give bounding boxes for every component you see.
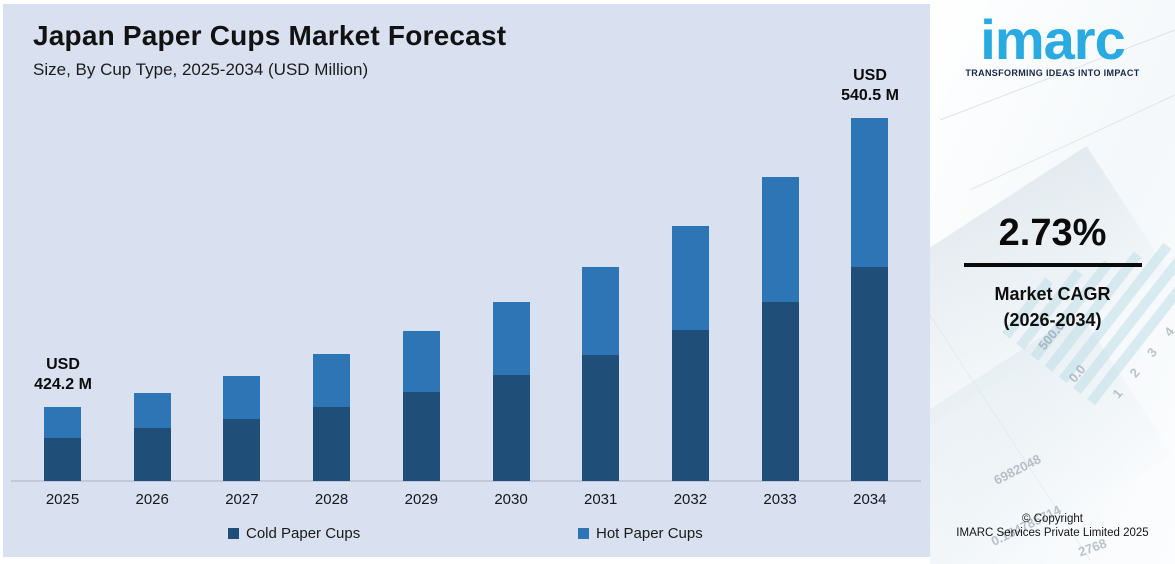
legend: Cold Paper Cups Hot Paper Cups	[3, 525, 930, 547]
bar-2028	[313, 354, 351, 481]
bar-2025	[44, 407, 81, 481]
cagr-label-line1: Market CAGR	[994, 284, 1111, 304]
bar-2025-hot-segment	[44, 407, 81, 438]
x-axis-line	[11, 480, 921, 482]
chart-subtitle: Size, By Cup Type, 2025-2034 (USD Millio…	[33, 60, 369, 79]
bar-2030-cold-segment	[492, 375, 530, 481]
x-tick-2029: 2029	[404, 491, 438, 508]
x-tick-2030: 2030	[494, 491, 528, 508]
x-tick-2027: 2027	[225, 491, 259, 508]
bar-2027-cold-segment	[223, 419, 261, 481]
bar-2025-cold-segment	[44, 438, 81, 481]
bar-plot: 2025 2026 2027 2028 2029 2030 2031 2032 2033 2034	[3, 4, 930, 557]
copyright-line2: IMARC Services Private Limited 2025	[956, 527, 1149, 539]
bar-2033-hot-segment	[761, 177, 799, 302]
brand-panel: 500.0 0.0 1 2 3 4 6982048 0.154785714 27…	[930, 0, 1175, 564]
legend-item-hot-paper-cups: Hot Paper Cups	[578, 525, 703, 542]
data-label-2034: USD 540.5 M	[815, 66, 925, 106]
bar-2027	[223, 376, 261, 481]
copyright-line1: © Copyright	[1022, 513, 1083, 525]
data-label-2025-line2: 424.2 M	[34, 376, 92, 393]
bar-2030-hot-segment	[492, 302, 530, 375]
cagr-block: 2.73% Market CAGR (2026-2034)	[930, 212, 1175, 333]
cagr-divider	[963, 263, 1142, 267]
bar-2033	[761, 177, 799, 481]
bar-2033-cold-segment	[761, 302, 799, 481]
bar-2029	[402, 331, 440, 481]
bar-2031	[582, 267, 620, 481]
bar-2028-cold-segment	[313, 407, 351, 481]
bar-2032-hot-segment	[671, 226, 709, 330]
data-label-2034-line2: 540.5 M	[841, 87, 899, 104]
cagr-value: 2.73%	[998, 212, 1107, 254]
x-tick-2031: 2031	[584, 491, 618, 508]
data-label-2025-line1: USD	[46, 356, 80, 373]
data-label-2034-line1: USD	[853, 67, 887, 84]
bar-2034-hot-segment	[851, 118, 889, 267]
legend-label-cold: Cold Paper Cups	[246, 525, 361, 542]
bar-2028-hot-segment	[313, 354, 351, 407]
legend-item-cold-paper-cups: Cold Paper Cups	[228, 525, 360, 542]
brand-block: imarc TRANSFORMING IDEAS INTO IMPACT	[930, 0, 1175, 78]
x-tick-2034: 2034	[853, 491, 887, 508]
bar-2026-cold-segment	[133, 428, 171, 481]
cagr-label-line2: (2026-2034)	[1003, 310, 1102, 330]
legend-label-hot: Hot Paper Cups	[596, 525, 703, 542]
imarc-logo: imarc	[980, 8, 1125, 71]
legend-swatch-hot-icon	[578, 528, 589, 539]
page-title: Japan Paper Cups Market Forecast	[33, 20, 507, 51]
bar-2029-hot-segment	[402, 331, 440, 392]
data-label-2025: USD 424.2 M	[8, 355, 118, 395]
chart-panel: Japan Paper Cups Market Forecast Size, B…	[3, 4, 930, 557]
watermark-text: 0.0	[1065, 361, 1089, 386]
x-tick-2032: 2032	[673, 491, 708, 508]
bar-2034	[851, 118, 889, 481]
bar-2031-hot-segment	[582, 267, 620, 355]
bar-2031-cold-segment	[582, 355, 620, 481]
x-tick-2033: 2033	[763, 491, 797, 508]
bar-2026-hot-segment	[133, 393, 171, 428]
watermark-text: 6982048	[991, 451, 1044, 488]
bar-2027-hot-segment	[223, 376, 261, 419]
x-tick-2025: 2025	[45, 491, 80, 508]
bar-2030	[492, 302, 530, 481]
x-tick-2026: 2026	[135, 491, 169, 508]
bar-2032	[671, 226, 709, 481]
brand-tagline: TRANSFORMING IDEAS INTO IMPACT	[965, 68, 1140, 79]
bar-2034-cold-segment	[851, 267, 889, 481]
legend-swatch-cold-icon	[228, 528, 239, 539]
bar-2026	[133, 393, 171, 481]
x-tick-2028: 2028	[314, 491, 349, 508]
bar-2029-cold-segment	[402, 392, 440, 481]
copyright: © Copyright IMARC Services Private Limit…	[930, 512, 1175, 540]
bar-2032-cold-segment	[671, 330, 709, 481]
